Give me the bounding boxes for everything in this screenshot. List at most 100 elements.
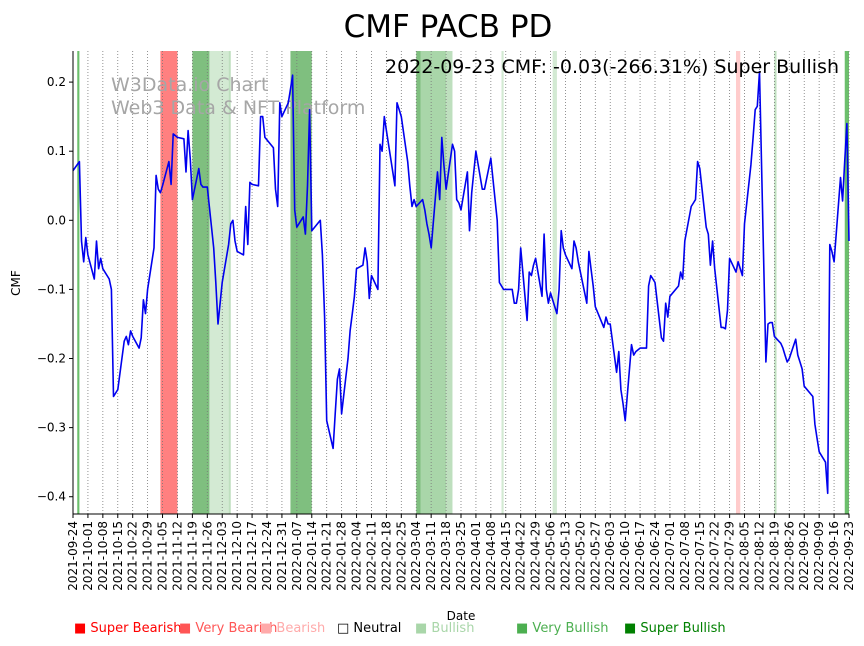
legend-item-bearish: ■ Bearish xyxy=(260,621,325,636)
x-tick-label: 2021-09-24 xyxy=(66,521,80,591)
signal-band xyxy=(209,51,229,514)
legend-swatch-icon: ■ xyxy=(179,621,192,636)
x-tick-label: 2022-03-04 xyxy=(409,521,423,591)
x-tick-label: 2022-08-05 xyxy=(738,521,752,591)
legend-label: Super Bearish xyxy=(86,621,182,636)
x-tick-label: 2022-04-15 xyxy=(499,521,513,591)
y-axis-ticks: −0.4 −0.3 −0.2 −0.1 0.0 0.1 0.2 xyxy=(37,75,73,504)
legend-label: Very Bullish xyxy=(528,621,609,636)
legend-item-super-bearish: ■ Super Bearish xyxy=(74,621,182,636)
signal-band xyxy=(290,51,312,514)
x-tick-label: 2021-10-08 xyxy=(96,521,110,591)
signal-band xyxy=(160,51,178,514)
legend-label: Neutral xyxy=(349,621,402,636)
x-tick-label: 2021-11-19 xyxy=(185,521,199,591)
x-tick-label: 2022-05-27 xyxy=(588,521,602,591)
x-tick-label: 2022-07-29 xyxy=(723,521,737,591)
y-tick-label: −0.2 xyxy=(37,352,66,366)
x-axis-label: Date xyxy=(447,609,476,623)
x-tick-label: 2022-09-23 xyxy=(842,521,856,591)
signal-band xyxy=(774,51,777,514)
y-axis-label: CMF xyxy=(9,270,23,296)
signal-band xyxy=(420,51,447,514)
x-tick-label: 2022-04-29 xyxy=(529,521,543,591)
x-tick-label: 2021-11-26 xyxy=(200,521,214,591)
legend-swatch-icon: □ xyxy=(337,621,350,636)
x-axis-ticks: 2021-09-24 2021-10-01 2021-10-08 2021-10-15… xyxy=(66,514,856,591)
x-tick-label: 2022-02-11 xyxy=(364,521,378,591)
x-tick-label: 2022-01-14 xyxy=(305,521,319,591)
x-tick-label: 2022-05-13 xyxy=(558,521,572,591)
signal-band xyxy=(736,51,741,514)
legend-swatch-icon: ■ xyxy=(260,621,273,636)
x-tick-label: 2022-01-28 xyxy=(335,521,349,591)
x-tick-label: 2022-07-22 xyxy=(708,521,722,591)
x-tick-label: 2021-12-31 xyxy=(275,521,289,591)
legend-item-very-bearish: ■ Very Bearish xyxy=(179,621,277,636)
legend-label: Bullish xyxy=(427,621,475,636)
chart-title: CMF PACB PD xyxy=(344,9,553,45)
watermark-line-1: W3Data.io Chart xyxy=(111,74,268,96)
x-tick-label: 2022-03-18 xyxy=(439,521,453,591)
legend-swatch-icon: ■ xyxy=(74,621,87,636)
x-tick-label: 2022-03-11 xyxy=(424,521,438,591)
legend-item-super-bullish: ■ Super Bullish xyxy=(624,621,726,636)
x-tick-label: 2022-02-04 xyxy=(350,521,364,591)
x-tick-label: 2022-07-01 xyxy=(663,521,677,591)
signal-band xyxy=(552,51,557,514)
x-tick-label: 2021-12-03 xyxy=(215,521,229,591)
legend-label: Super Bullish xyxy=(636,621,726,636)
x-tick-label: 2022-04-01 xyxy=(469,521,483,591)
legend-swatch-icon: ■ xyxy=(624,621,637,636)
x-tick-label: 2022-09-09 xyxy=(812,521,826,591)
legend-swatch-icon: ■ xyxy=(415,621,428,636)
legend: ■ Super Bearish ■ Very Bearish ■ Bearish □ … xyxy=(0,621,864,639)
cmf-series xyxy=(72,70,850,495)
x-tick-label: 2021-10-01 xyxy=(81,521,95,591)
x-tick-label: 2022-05-20 xyxy=(573,521,587,591)
y-tick-label: 0.0 xyxy=(47,213,66,227)
x-tick-label: 2021-10-29 xyxy=(141,521,155,591)
x-tick-label: 2021-11-05 xyxy=(156,521,170,591)
y-tick-label: −0.3 xyxy=(37,421,66,435)
x-tick-label: 2021-12-17 xyxy=(245,521,259,591)
x-tick-label: 2021-10-22 xyxy=(126,521,140,591)
signal-bands xyxy=(77,51,849,514)
x-tick-label: 2021-12-10 xyxy=(230,521,244,591)
legend-item-very-bullish: ■ Very Bullish xyxy=(516,621,609,636)
x-tick-label: 2022-04-22 xyxy=(514,521,528,591)
signal-band xyxy=(192,51,210,514)
x-tick-label: 2022-06-03 xyxy=(603,521,617,591)
signal-band xyxy=(501,51,504,514)
signal-band xyxy=(77,51,80,514)
x-tick-label: 2021-11-12 xyxy=(170,521,184,591)
signal-band xyxy=(416,51,421,514)
cmf-line xyxy=(72,70,850,495)
x-tick-label: 2022-08-19 xyxy=(767,521,781,591)
vertical-gridlines xyxy=(72,51,850,514)
y-tick-label: 0.2 xyxy=(47,75,66,89)
x-tick-label: 2022-06-10 xyxy=(618,521,632,591)
x-tick-label: 2022-02-18 xyxy=(379,521,393,591)
signal-band xyxy=(446,51,453,514)
x-tick-label: 2021-12-24 xyxy=(260,521,274,591)
signal-band xyxy=(844,51,849,514)
latest-value-annotation: 2022-09-23 CMF: -0.03(-266.31%) Super Bu… xyxy=(385,56,839,78)
x-tick-label: 2022-04-08 xyxy=(484,521,498,591)
legend-swatch-icon: ■ xyxy=(516,621,529,636)
y-tick-label: −0.1 xyxy=(37,282,66,296)
x-tick-label: 2022-05-06 xyxy=(544,521,558,591)
watermark-line-2: Web3 Data & NFT Platform xyxy=(111,97,365,119)
x-tick-label: 2022-01-21 xyxy=(320,521,334,591)
x-tick-label: 2021-10-15 xyxy=(111,521,125,591)
y-tick-label: 0.1 xyxy=(47,144,66,158)
x-tick-label: 2022-07-08 xyxy=(678,521,692,591)
legend-item-neutral: □ Neutral xyxy=(337,621,401,636)
legend-label: Very Bearish xyxy=(191,621,278,636)
x-tick-label: 2022-09-16 xyxy=(827,521,841,591)
x-tick-label: 2022-02-25 xyxy=(394,521,408,591)
x-tick-label: 2022-09-02 xyxy=(797,521,811,591)
x-tick-label: 2022-08-26 xyxy=(782,521,796,591)
x-tick-label: 2022-08-12 xyxy=(752,521,766,591)
x-tick-label: 2022-03-25 xyxy=(454,521,468,591)
